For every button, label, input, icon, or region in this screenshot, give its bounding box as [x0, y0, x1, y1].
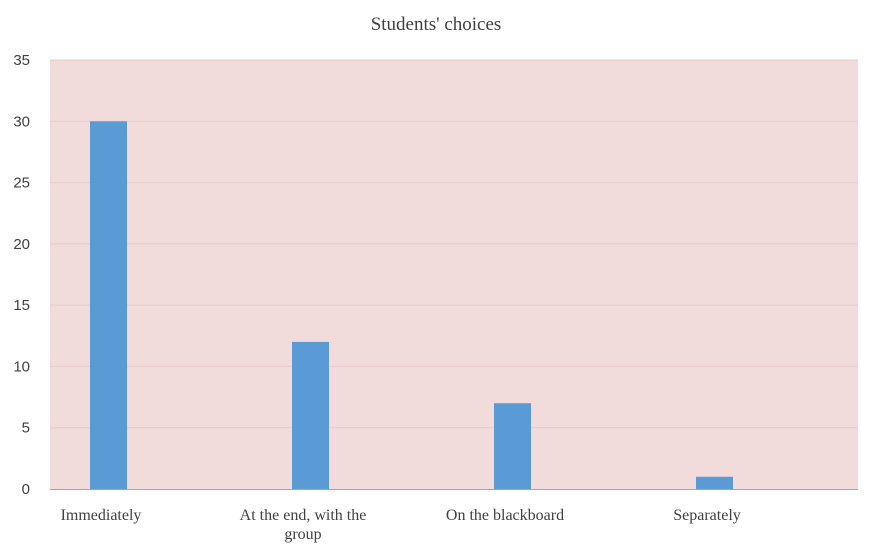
plot-area: [50, 60, 858, 489]
y-tick-label: 15: [13, 297, 30, 314]
y-tick-label: 30: [13, 113, 30, 130]
y-axis-tick-labels: 0 5 10 15 20 25 30 35: [13, 52, 30, 498]
x-tick-label: On the blackboard: [446, 507, 564, 524]
bars: [90, 121, 733, 490]
chart-title: Students' choices: [370, 14, 502, 35]
bar: [494, 403, 531, 489]
y-tick-label: 20: [13, 236, 30, 253]
y-tick-label: 35: [13, 52, 30, 69]
y-tick-label: 25: [13, 175, 30, 192]
y-tick-label: 0: [22, 481, 30, 498]
x-tick-label: Separately: [673, 507, 741, 524]
bar: [696, 476, 733, 489]
x-tick-label: At the end, with the group: [240, 507, 367, 543]
bar: [90, 121, 127, 490]
y-tick-label: 5: [22, 420, 30, 437]
bar: [292, 341, 329, 489]
x-tick-label: Immediately: [61, 507, 142, 524]
gridlines: [50, 59, 858, 429]
x-axis-tick-labels: Immediately At the end, with the group On t…: [61, 507, 741, 543]
y-tick-label: 10: [13, 358, 30, 375]
